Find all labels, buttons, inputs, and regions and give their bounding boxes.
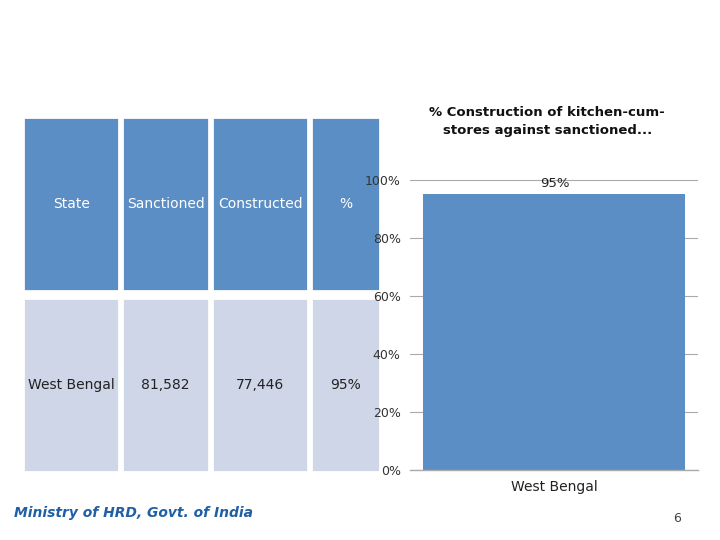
Bar xyxy=(312,117,380,291)
Bar xyxy=(23,298,119,471)
Text: (Primary & U. Primary): (Primary & U. Primary) xyxy=(225,62,495,82)
Bar xyxy=(122,298,209,471)
Text: 6: 6 xyxy=(673,512,680,525)
Text: Construction of Kitchen-cum-Stores: Construction of Kitchen-cum-Stores xyxy=(149,29,571,49)
Bar xyxy=(212,117,308,291)
Text: % Construction of kitchen-cum-
stores against sanctioned...: % Construction of kitchen-cum- stores ag… xyxy=(429,106,665,137)
Text: 77,446: 77,446 xyxy=(236,378,284,392)
Bar xyxy=(212,298,308,471)
Text: 95%: 95% xyxy=(540,177,569,190)
Text: 95%: 95% xyxy=(330,378,361,392)
Text: Sanctioned: Sanctioned xyxy=(127,197,204,211)
Text: Ministry of HRD, Govt. of India: Ministry of HRD, Govt. of India xyxy=(14,506,253,520)
Bar xyxy=(23,117,119,291)
Text: Constructed: Constructed xyxy=(217,197,302,211)
Text: State: State xyxy=(53,197,89,211)
Text: West Bengal: West Bengal xyxy=(28,378,114,392)
Bar xyxy=(312,298,380,471)
Bar xyxy=(423,194,685,470)
Bar xyxy=(122,117,209,291)
Text: 81,582: 81,582 xyxy=(141,378,190,392)
Text: %: % xyxy=(339,197,352,211)
